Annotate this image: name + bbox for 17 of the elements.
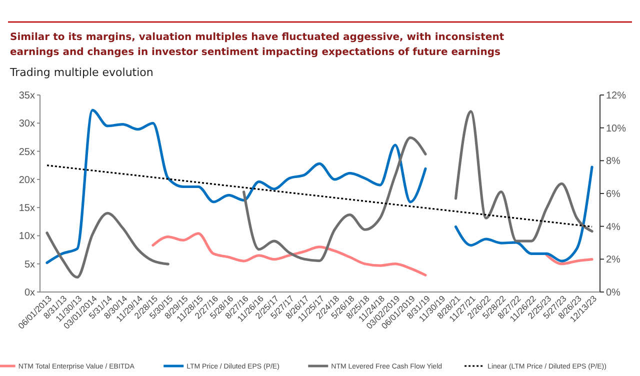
y2-tick-label: 6% <box>606 189 621 200</box>
y-tick-label: 35x <box>18 90 35 102</box>
y2-tick-label: 2% <box>606 254 621 266</box>
y-tick-label: 30x <box>18 118 35 130</box>
chart-subtitle: Trading multiple evolution <box>9 66 154 79</box>
y-tick-label: 5x <box>24 259 35 270</box>
y-tick-label: 20x <box>18 174 35 186</box>
y-tick-label: 25x <box>18 146 35 158</box>
chart-title: Similar to its margins, valuation multiples have fluctuated aggessive, with inconsistent earnings and changes in investor sentiment impacting expectations of future earnings <box>10 32 504 58</box>
y2-tick-label: 0% <box>606 288 621 298</box>
y2-tick-label: 4% <box>606 222 621 233</box>
y-tick-label: 0x <box>24 288 35 298</box>
y2-tick-label: 12% <box>606 90 626 102</box>
y2-tick-label: 8% <box>606 156 621 168</box>
y-tick-label: 15x <box>18 203 35 214</box>
y2-tick-label: 10% <box>606 123 626 134</box>
y-tick-label: 10x <box>18 231 35 242</box>
